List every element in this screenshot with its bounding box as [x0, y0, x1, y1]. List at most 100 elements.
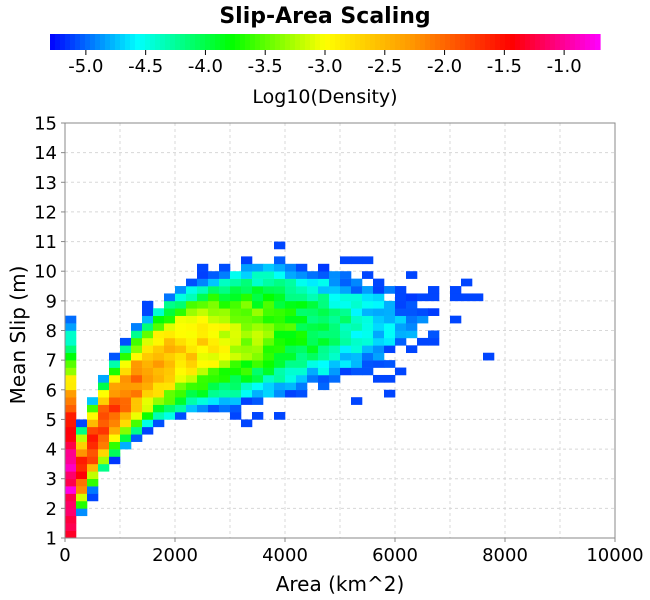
heatmap-cell	[164, 330, 176, 339]
heatmap-cell	[65, 360, 77, 368]
heatmap-cell	[417, 337, 429, 346]
heatmap-cell	[307, 345, 319, 354]
colorbar-segment	[355, 34, 361, 50]
heatmap-cell	[164, 374, 176, 383]
heatmap-cell	[197, 300, 209, 309]
colorbar-segment	[545, 34, 551, 50]
heatmap-cell	[252, 278, 264, 287]
heatmap-cell	[351, 278, 363, 287]
heatmap-cell	[395, 323, 407, 331]
heatmap-cell	[142, 374, 154, 383]
heatmap-cell	[362, 256, 374, 265]
heatmap-cell	[131, 434, 143, 442]
heatmap-cell	[208, 315, 220, 324]
heatmap-cell	[252, 412, 264, 420]
heatmap-cell	[340, 315, 352, 324]
heatmap-cell	[307, 278, 319, 287]
colorbar-segment	[90, 34, 96, 50]
heatmap-cell	[197, 330, 209, 339]
heatmap-cell	[263, 315, 275, 324]
heatmap-cell	[373, 308, 385, 316]
colorbar-segment	[175, 34, 181, 50]
heatmap-cell	[197, 404, 209, 413]
heatmap-cell	[340, 367, 352, 376]
heatmap-cell	[76, 434, 88, 442]
heatmap-cell	[98, 449, 110, 457]
heatmap-cell	[263, 286, 275, 294]
heatmap-cell	[197, 397, 209, 405]
heatmap-cell	[98, 441, 110, 450]
colorbar-segment	[275, 34, 281, 50]
heatmap-cell	[120, 412, 132, 420]
heatmap-cell	[362, 330, 374, 339]
heatmap-cell	[186, 293, 198, 302]
heatmap-cell	[351, 352, 363, 361]
heatmap-cell	[384, 300, 396, 309]
colorbar-segment	[470, 34, 476, 50]
heatmap-cell	[252, 397, 264, 405]
heatmap-cell	[208, 374, 220, 383]
heatmap-cell	[252, 308, 264, 316]
heatmap-cell	[241, 374, 253, 383]
heatmap-cell	[307, 330, 319, 339]
heatmap-cell	[164, 300, 176, 309]
heatmap-cell	[109, 426, 121, 435]
heatmap-cell	[153, 412, 165, 420]
colorbar-segment	[435, 34, 441, 50]
heatmap-cell	[164, 404, 176, 413]
heatmap-cell	[351, 337, 363, 346]
heatmap-cell	[153, 315, 165, 324]
heatmap-cell	[65, 500, 77, 509]
heatmap-cell	[241, 263, 253, 272]
heatmap-cell	[109, 412, 121, 420]
heatmap-cell	[274, 367, 286, 376]
heatmap-cell	[175, 367, 187, 376]
heatmap-cell	[197, 374, 209, 383]
heatmap-cell	[109, 374, 121, 383]
heatmap-cell	[98, 374, 110, 383]
heatmap-cell	[98, 389, 110, 398]
heatmap-cell	[131, 367, 143, 376]
heatmap-cell	[340, 300, 352, 309]
heatmap-cell	[395, 367, 407, 376]
colorbar-segment	[135, 34, 141, 50]
heatmap-cell	[274, 352, 286, 361]
heatmap-cell	[219, 345, 231, 354]
heatmap-cell	[340, 330, 352, 339]
colorbar-segment	[480, 34, 486, 50]
heatmap-cell	[65, 530, 77, 539]
colorbar-segment	[320, 34, 326, 50]
heatmap-cell	[296, 367, 308, 376]
heatmap-cell	[230, 286, 242, 294]
heatmap-cell	[175, 337, 187, 346]
heatmap-cell	[131, 426, 143, 435]
heatmap-cell	[384, 345, 396, 354]
y-tick-label: 6	[46, 380, 57, 401]
heatmap-cell	[406, 330, 418, 339]
heatmap-cell	[131, 419, 143, 428]
heatmap-cell	[252, 382, 264, 391]
heatmap-cell	[296, 382, 308, 391]
y-tick-label: 3	[46, 469, 57, 490]
heatmap-cell	[362, 367, 374, 376]
y-tick-label: 10	[34, 262, 57, 283]
heatmap-cell	[219, 337, 231, 346]
colorbar-segment	[185, 34, 191, 50]
heatmap-cell	[109, 397, 121, 405]
heatmap-cell	[351, 286, 363, 294]
colorbar-segment	[400, 34, 406, 50]
colorbar-segment	[310, 34, 316, 50]
heatmap-cell	[219, 352, 231, 361]
heatmap-cell	[65, 315, 77, 324]
heatmap-cell	[197, 352, 209, 361]
heatmap-cell	[164, 308, 176, 316]
heatmap-cell	[120, 404, 132, 413]
heatmap-cell	[318, 293, 330, 302]
heatmap-cell	[109, 404, 121, 413]
heatmap-cell	[164, 367, 176, 376]
colorbar-segment	[55, 34, 61, 50]
colorbar-segment	[490, 34, 496, 50]
heatmap-cell	[252, 352, 264, 361]
heatmap-cell	[296, 330, 308, 339]
colorbar-segment	[410, 34, 416, 50]
